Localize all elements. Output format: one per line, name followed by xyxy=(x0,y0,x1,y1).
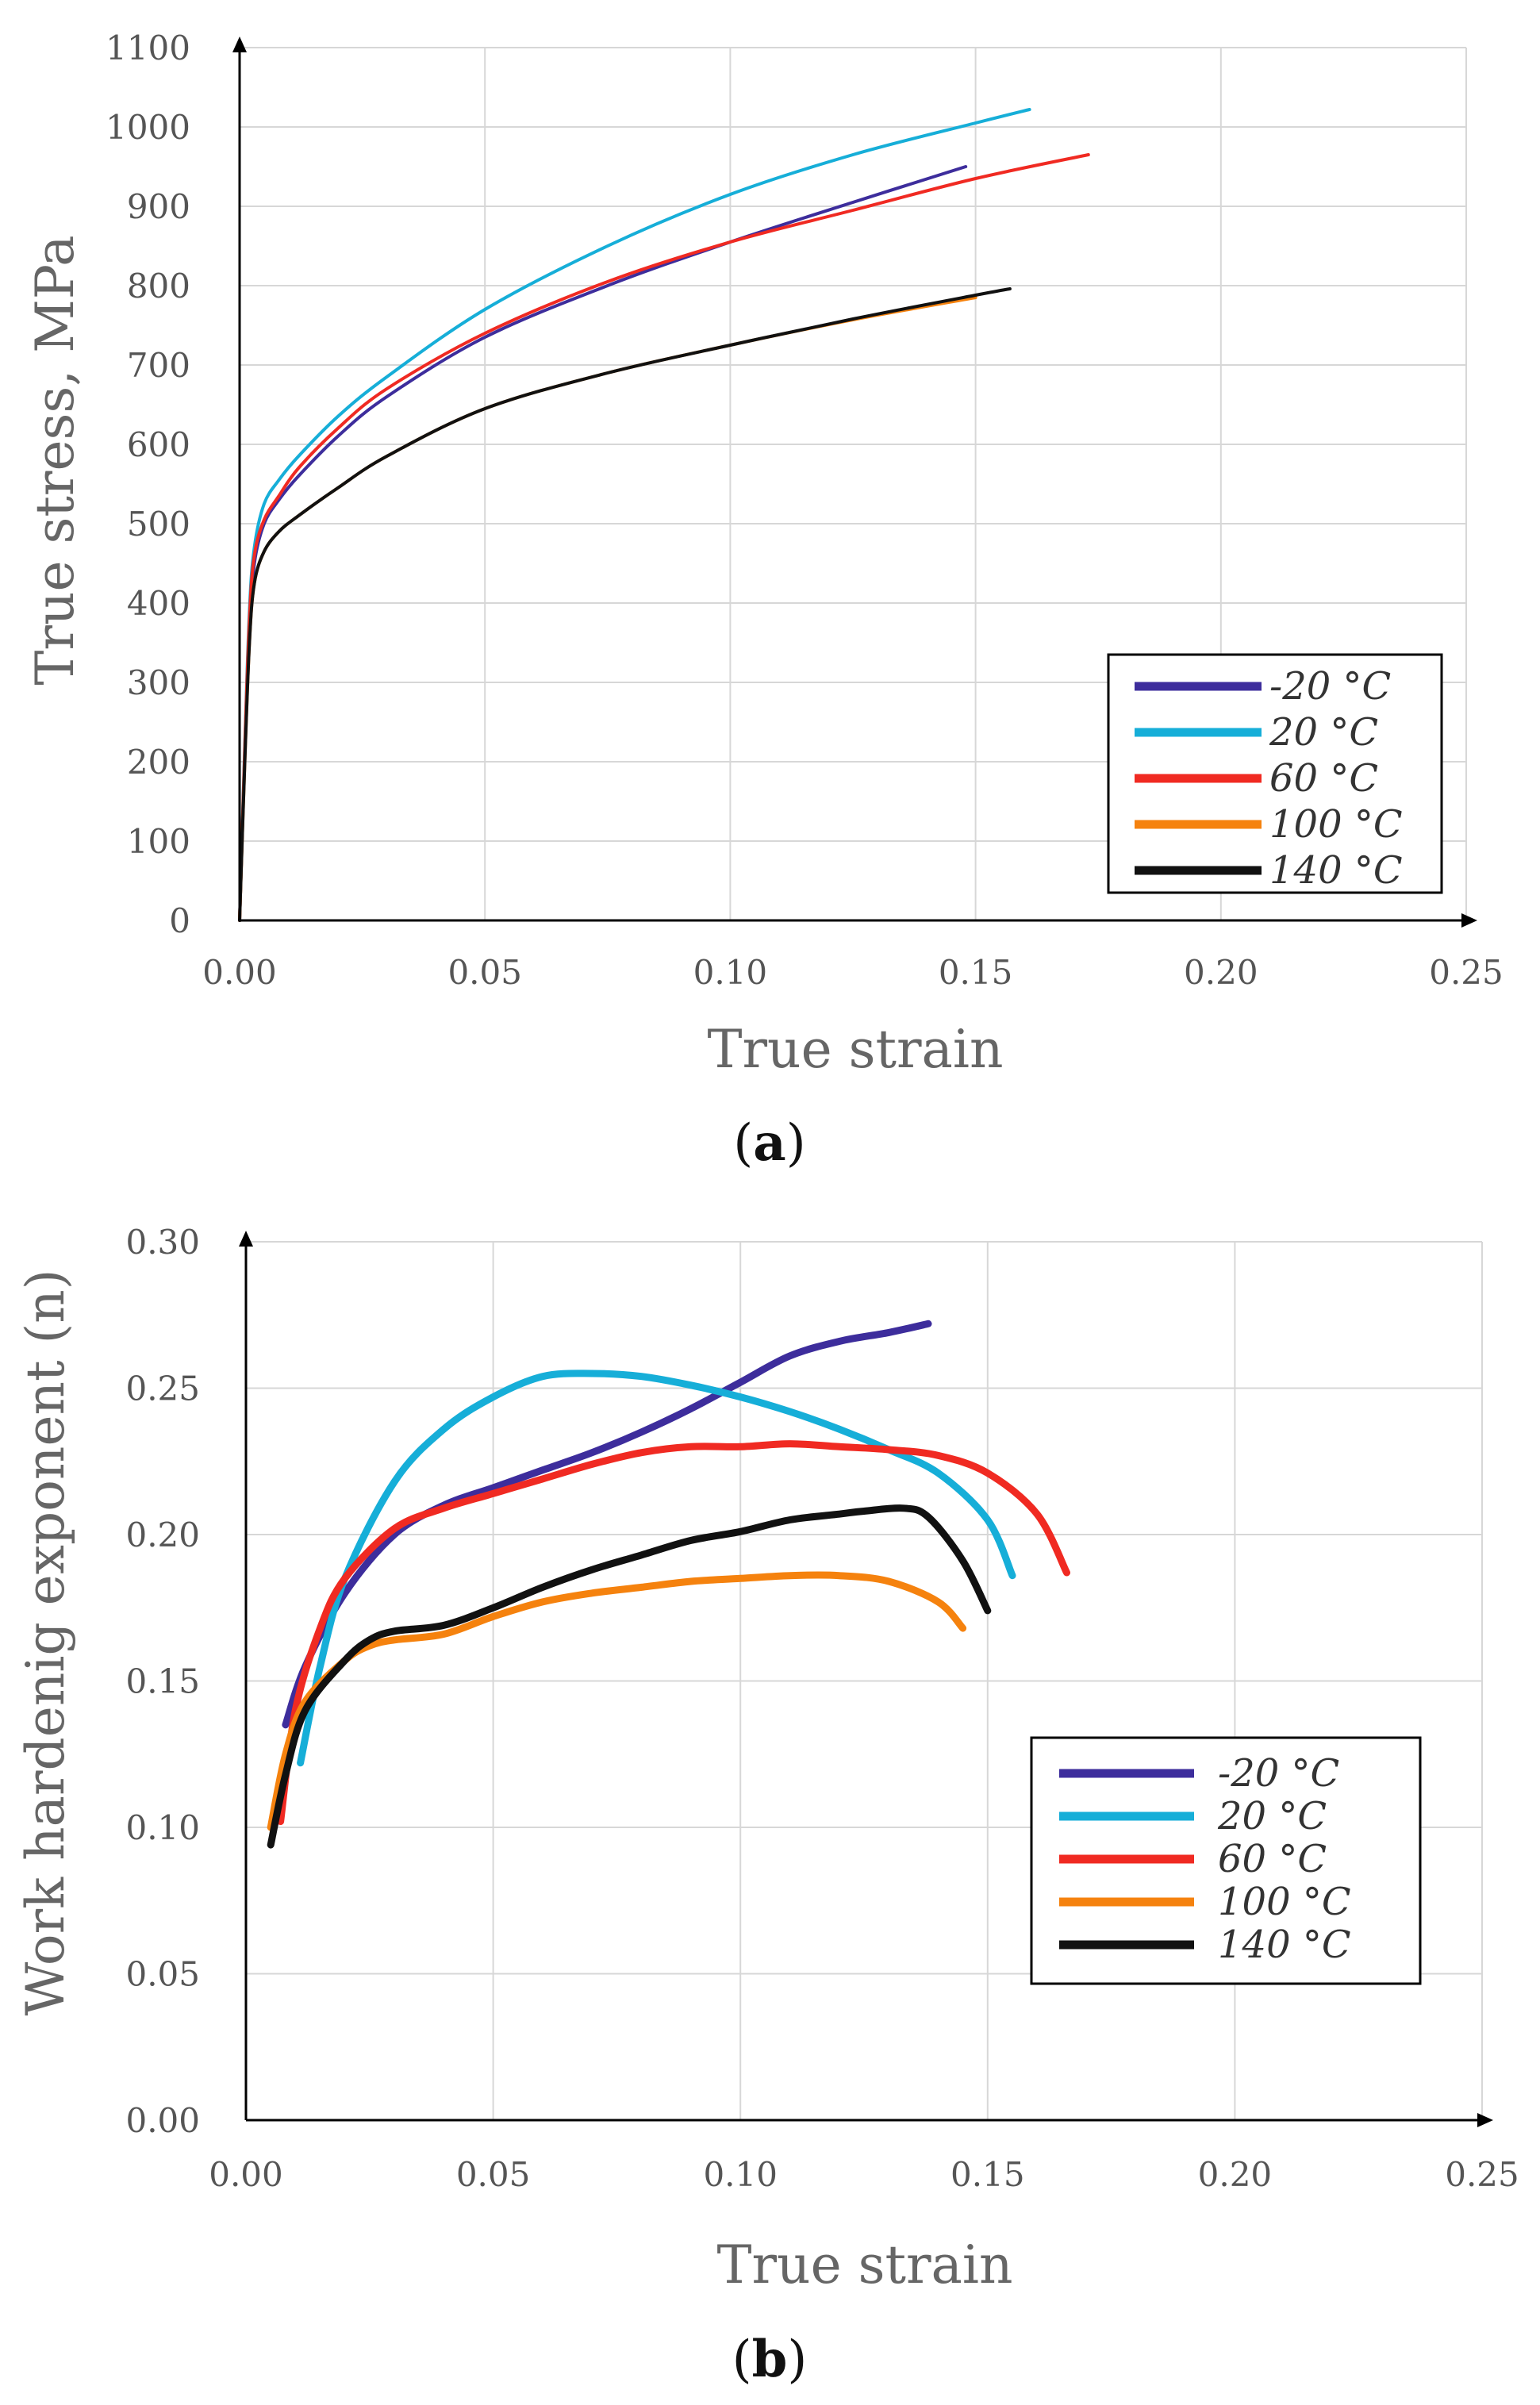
chart-b-legend-label-3: 100 °C xyxy=(1218,1880,1351,1924)
chart-a-legend-label-2: 60 °C xyxy=(1269,756,1378,801)
chart-b-x-tick-label: 0.00 xyxy=(209,2155,283,2194)
chart-a-series-line-4 xyxy=(238,287,1012,922)
chart-a-legend-label-3: 100 °C xyxy=(1269,802,1403,847)
chart-b-y-tick-label: 0.30 xyxy=(125,1223,200,1262)
chart-a-y-tick-label: 900 xyxy=(127,187,190,226)
chart-b-series-line-4 xyxy=(267,1504,992,1849)
panel-label-a-open: ( xyxy=(733,1114,753,1173)
chart-a-y-tick-label: 0 xyxy=(169,901,190,940)
chart-b-y-tick-label: 0.25 xyxy=(125,1370,200,1408)
chart-b-legend-label-4: 140 °C xyxy=(1218,1923,1351,1967)
chart-a-legend-label-4: 140 °C xyxy=(1269,848,1403,893)
chart-a-gridlines xyxy=(240,47,1467,920)
chart-b-x-tick-label: 0.20 xyxy=(1198,2155,1273,2194)
chart-a-y-tick-label: 1000 xyxy=(106,108,190,147)
chart-b-x-tick-label: 0.15 xyxy=(950,2155,1025,2194)
chart-a-x-tick-label: 0.05 xyxy=(447,953,522,992)
chart-a-series-line-0 xyxy=(238,165,968,922)
chart-b-series-line-3 xyxy=(267,1571,967,1831)
chart-b-series-line-2 xyxy=(277,1440,1070,1826)
chart-a-series-line-3 xyxy=(238,296,977,922)
chart-a-y-tick-label: 200 xyxy=(127,743,190,782)
chart-b-x-axis-arrow xyxy=(1477,2113,1493,2127)
chart-a-x-tick-label: 0.20 xyxy=(1184,953,1258,992)
chart-b-series-line-0 xyxy=(282,1320,932,1729)
chart-a-y-tick-label: 500 xyxy=(127,505,190,544)
chart-b-tick-labels: 0.00 0.05 0.10 0.15 0.20 0.25 0.00 0.05 0.10 0.15… xyxy=(125,1223,1519,2194)
chart-b-y-tick-label: 0.00 xyxy=(125,2101,200,2140)
chart-panel-a: 0.00 0.05 0.10 0.15 0.20 0.25 0 100 200 300 400 500… xyxy=(25,29,1504,1173)
chart-b-legend-label-1: 20 °C xyxy=(1217,1794,1327,1838)
chart-b-series xyxy=(267,1320,1070,1849)
chart-a-y-tick-label: 300 xyxy=(127,663,190,702)
chart-a-legend-label-0: -20 °C xyxy=(1269,664,1391,709)
chart-a-series-line-2 xyxy=(238,153,1090,922)
chart-b-legend-label-2: 60 °C xyxy=(1218,1837,1327,1881)
chart-a-x-tick-label: 0.10 xyxy=(693,953,768,992)
panel-label-b-letter: b xyxy=(752,2330,788,2389)
chart-b-y-axis-title: Work hardenig exponent (n) xyxy=(15,1269,76,2015)
chart-b-axes xyxy=(239,1231,1493,2127)
panel-label-b-open: ( xyxy=(732,2330,752,2389)
chart-b-x-axis-title: True strain xyxy=(716,2234,1012,2296)
chart-b-gridlines xyxy=(246,1241,1483,2120)
chart-a-tick-labels: 0.00 0.05 0.10 0.15 0.20 0.25 0 100 200 300 400 500… xyxy=(106,29,1504,992)
chart-b-y-axis-arrow xyxy=(239,1231,253,1247)
chart-b-legend-label-0: -20 °C xyxy=(1218,1751,1339,1796)
panel-label-a-close: ) xyxy=(786,1114,806,1173)
chart-a-y-tick-label: 1100 xyxy=(106,29,190,67)
chart-b-y-tick-label: 0.20 xyxy=(125,1516,200,1554)
chart-a-x-axis-arrow xyxy=(1461,913,1477,928)
chart-b-y-tick-label: 0.15 xyxy=(125,1662,200,1701)
chart-a-legend-label-1: 20 °C xyxy=(1269,710,1378,755)
chart-a-x-tick-label: 0.25 xyxy=(1429,953,1504,992)
chart-a-y-axis-title: True stress, MPa xyxy=(25,235,86,685)
chart-a-y-tick-label: 700 xyxy=(127,346,190,385)
chart-a-axes xyxy=(232,36,1477,928)
chart-b-x-tick-label: 0.10 xyxy=(703,2155,778,2194)
chart-a-series xyxy=(238,108,1090,922)
chart-b-y-tick-label: 0.05 xyxy=(125,1955,200,1994)
chart-a-y-tick-label: 600 xyxy=(127,425,190,464)
chart-a-y-tick-label: 100 xyxy=(127,822,190,861)
chart-b-y-tick-label: 0.10 xyxy=(125,1808,200,1847)
chart-a-x-tick-label: 0.15 xyxy=(939,953,1013,992)
panel-label-a: (a) xyxy=(733,1113,805,1173)
chart-b-series-line-1 xyxy=(297,1370,1016,1767)
chart-a-y-tick-label: 800 xyxy=(127,267,190,305)
chart-a-x-tick-label: 0.00 xyxy=(202,953,277,992)
panel-label-b-close: ) xyxy=(787,2330,807,2389)
chart-a-y-axis-arrow xyxy=(232,36,247,52)
chart-a-x-axis-title: True strain xyxy=(707,1019,1003,1080)
chart-a-series-line-1 xyxy=(238,108,1031,922)
chart-a-y-tick-label: 400 xyxy=(127,584,190,623)
chart-a-legend-frame xyxy=(1107,653,1443,894)
chart-b-x-tick-label: 0.25 xyxy=(1445,2155,1519,2194)
panel-label-b: (b) xyxy=(732,2330,808,2389)
chart-panel-b: 0.00 0.05 0.10 0.15 0.20 0.25 0.00 0.05 0.10 0.15… xyxy=(15,1223,1519,2389)
chart-b-x-tick-label: 0.05 xyxy=(456,2155,531,2194)
panel-label-a-letter: a xyxy=(753,1113,785,1173)
